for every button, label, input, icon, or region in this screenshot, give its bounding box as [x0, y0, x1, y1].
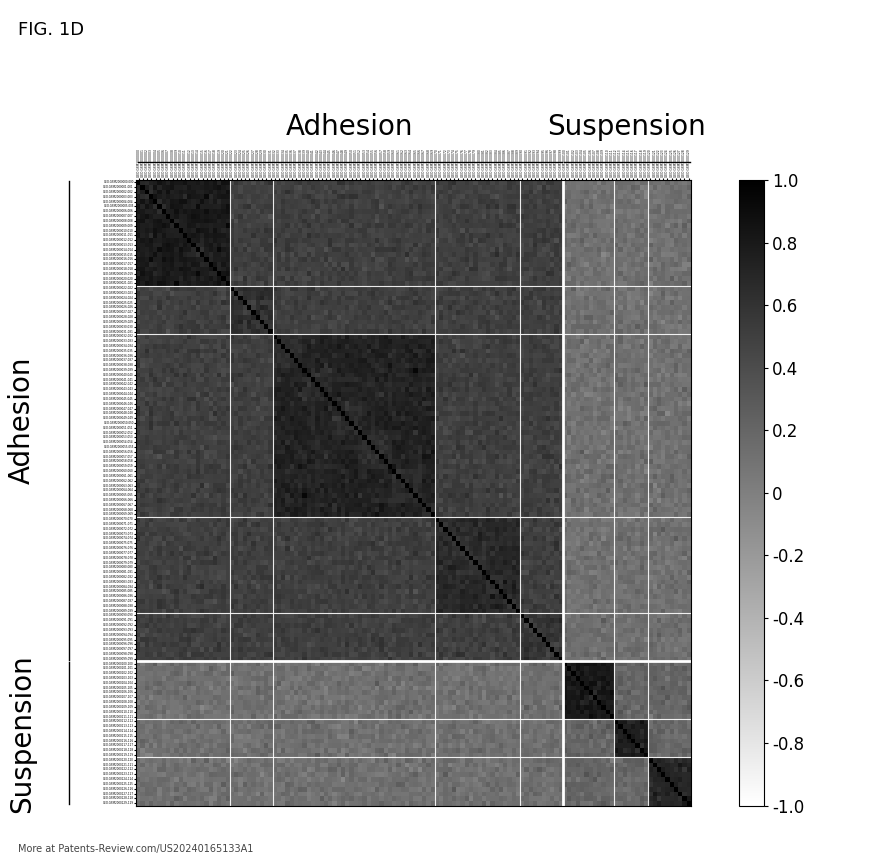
Text: Suspension: Suspension	[547, 113, 707, 141]
Text: Adhesion: Adhesion	[286, 113, 414, 141]
Text: FIG. 1D: FIG. 1D	[18, 21, 84, 39]
Text: Adhesion: Adhesion	[8, 357, 36, 484]
Text: Suspension: Suspension	[8, 654, 36, 812]
Text: More at Patents-Review.com/US20240165133A1: More at Patents-Review.com/US20240165133…	[18, 844, 253, 854]
